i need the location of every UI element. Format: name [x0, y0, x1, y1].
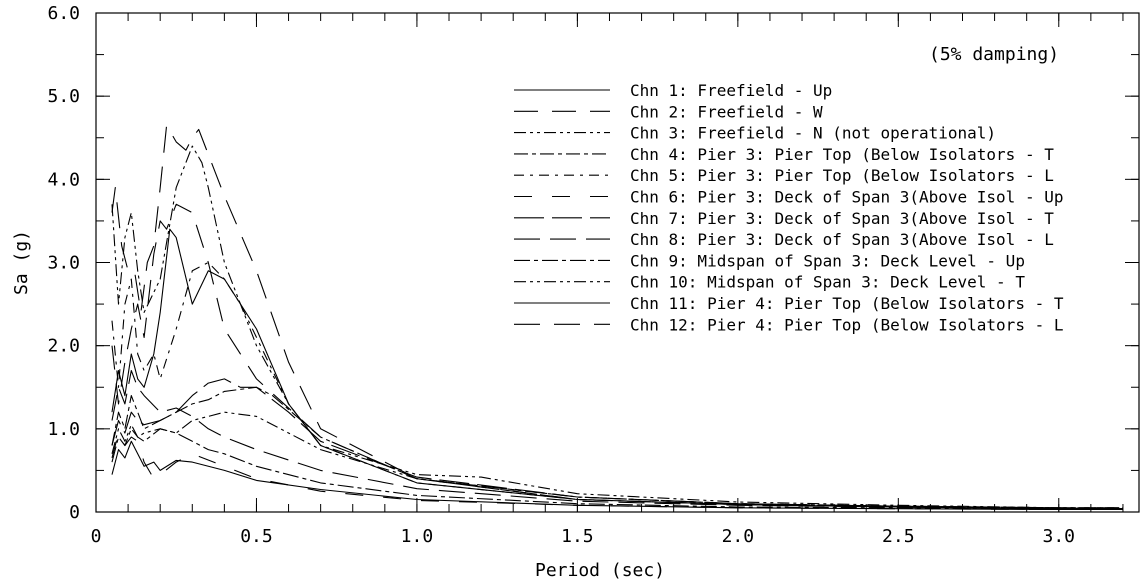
- x-tick-label: 3.0: [1043, 526, 1076, 547]
- series-line-chn-8: [111, 370, 1123, 510]
- series-line-chn-4: [111, 386, 1123, 509]
- series-line-chn-10: [111, 145, 1123, 509]
- x-tick-label: 1.0: [401, 526, 434, 547]
- series-line-chn-7: [111, 378, 1123, 509]
- x-tick-label: 2.5: [882, 526, 915, 547]
- legend-label-chn-7: Chn 7: Pier 3: Deck of Span 3(Above Isol…: [630, 209, 1054, 228]
- damping-annotation: (5% damping): [929, 44, 1059, 65]
- y-tick-label: 3.0: [47, 253, 80, 274]
- series-line-chn-3: [111, 411, 1124, 510]
- legend-label-chn-9: Chn 9: Midspan of Span 3: Deck Level - U…: [630, 251, 1025, 270]
- legend-label-chn-10: Chn 10: Midspan of Span 3: Deck Level - …: [630, 273, 1025, 292]
- y-tick-label: 5.0: [47, 86, 80, 107]
- y-axis: 0 1.0 2.0 3.0 4.0 5.0 6.0: [47, 3, 1139, 523]
- series-line-chn-6: [111, 432, 1123, 511]
- y-tick-label: 1.0: [47, 419, 80, 440]
- x-tick-label: 2.0: [722, 526, 755, 547]
- x-tick-label: 0.5: [240, 526, 273, 547]
- legend-label-chn-12: Chn 12: Pier 4: Pier Top (Below Isolator…: [630, 315, 1063, 334]
- y-tick-label: 6.0: [47, 3, 80, 24]
- series-line-chn-2: [111, 203, 1123, 510]
- legend-label-chn-8: Chn 8: Pier 3: Deck of Span 3(Above Isol…: [630, 230, 1054, 249]
- series-line-chn-9: [111, 428, 1123, 511]
- legend-label-chn-4: Chn 4: Pier 3: Pier Top (Below Isolators…: [630, 145, 1054, 164]
- x-axis-label: Period (sec): [535, 560, 665, 581]
- x-axis: 0 0.5 1.0 1.5 2.0 2.5 3.0: [91, 13, 1124, 547]
- legend-label-chn-3: Chn 3: Freefield - N (not operational): [630, 124, 996, 143]
- legend-label-chn-1: Chn 1: Freefield - Up: [630, 81, 832, 100]
- series-line-chn-11: [111, 228, 1123, 510]
- y-tick-label: 4.0: [47, 169, 80, 190]
- series-line-chn-1: [111, 440, 1123, 511]
- legend: Chn 1: Freefield - Up Chn 2: Freefield - …: [514, 81, 1064, 334]
- legend-label-chn-2: Chn 2: Freefield - W: [630, 102, 823, 121]
- y-tick-label: 2.0: [47, 336, 80, 357]
- legend-label-chn-11: Chn 11: Pier 4: Pier Top (Below Isolator…: [630, 294, 1064, 313]
- legend-label-chn-5: Chn 5: Pier 3: Pier Top (Below Isolators…: [630, 166, 1054, 185]
- legend-label-chn-6: Chn 6: Pier 3: Deck of Span 3(Above Isol…: [630, 188, 1063, 207]
- series-lines: [111, 124, 1124, 511]
- x-tick-label: 0: [91, 526, 102, 547]
- y-tick-label: 0: [69, 502, 80, 523]
- x-tick-label: 1.5: [561, 526, 594, 547]
- y-axis-label: Sa (g): [11, 230, 32, 295]
